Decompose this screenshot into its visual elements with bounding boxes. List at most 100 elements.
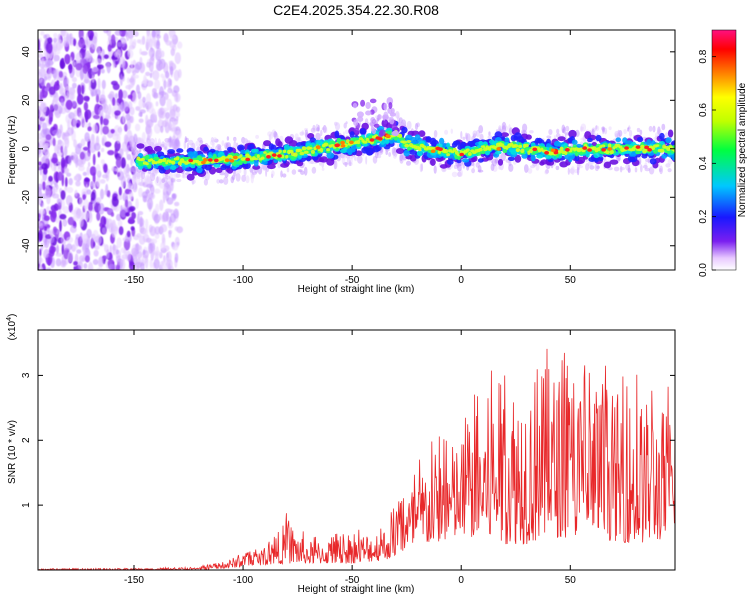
spectrogram-noise-mark <box>122 76 125 82</box>
spectrogram-noise-mark <box>126 230 131 238</box>
spectrogram-halo-mark <box>158 138 161 145</box>
spectrogram-noise-mark <box>92 153 96 166</box>
spectrogram-halo-mark <box>406 160 411 166</box>
spectrogram-noise-mark <box>169 79 173 86</box>
spectrogram-ridge-mark <box>233 152 240 157</box>
spectrogram-noise-mark <box>117 258 121 266</box>
spectrogram-noise-mark <box>133 133 138 144</box>
snr-y-tick-label: 2 <box>21 437 32 443</box>
spectrogram-noise-mark <box>49 104 54 111</box>
spectrogram-halo-mark <box>233 141 237 150</box>
spectrogram-noise-mark <box>87 40 94 48</box>
spectrogram-noise-mark <box>150 238 158 244</box>
spectrogram-ridge-mark <box>184 167 193 172</box>
spectrogram-noise-mark <box>82 194 86 201</box>
spectrogram-peak-mark <box>340 144 346 148</box>
spectrogram-halo-mark <box>156 176 159 184</box>
spectrogram-noise-mark <box>142 96 146 103</box>
spectrogram-halo-mark <box>243 167 247 177</box>
spectrogram-noise-mark <box>75 62 83 71</box>
spectrogram-noise-mark <box>74 176 79 181</box>
spectrogram-noise-mark <box>111 106 116 118</box>
spectrogram-halo-mark <box>344 129 349 135</box>
spectrogram-ridge-mark <box>568 129 577 139</box>
spectrogram-noise-mark <box>128 101 133 110</box>
spectrogram-noise-mark <box>38 199 41 206</box>
spectrogram-ridge-mark <box>446 142 451 149</box>
snr-x-tick-label: -150 <box>124 575 144 586</box>
spectrogram-noise-mark <box>65 195 73 206</box>
spectrogram-halo-mark <box>508 163 514 172</box>
spectrogram-noise-mark <box>82 250 86 261</box>
spectrogram-noise-mark <box>53 162 57 173</box>
spectrogram-ridge-mark <box>196 155 203 161</box>
spectrogram-y-tick-label: -20 <box>21 190 32 205</box>
spectrogram-noise-mark <box>155 246 159 257</box>
spectrogram-noise-mark <box>159 199 164 211</box>
spectrogram-noise-mark <box>88 209 92 219</box>
spectrogram-noise-mark <box>160 224 168 233</box>
spectrogram-noise-mark <box>82 199 89 210</box>
spectrogram-noise-mark <box>93 142 101 151</box>
snr-x-label: Height of straight line (km) <box>298 584 415 595</box>
spectrogram-ridge-mark <box>346 139 350 144</box>
spectrogram-ridge-mark <box>358 137 363 141</box>
spectrogram-ridge-mark <box>267 164 276 170</box>
spectrogram-plume-mark <box>391 131 399 136</box>
spectrogram-ridge-mark <box>452 147 457 152</box>
spectrogram-noise-mark <box>137 244 142 250</box>
spectrogram-x-tick-label: -100 <box>233 275 253 286</box>
spectrogram-noise-mark <box>48 109 54 121</box>
spectrogram-ridge-mark <box>386 130 393 135</box>
spectrogram-ridge-mark <box>240 149 247 154</box>
spectrogram-ridge-mark <box>446 158 454 165</box>
spectrogram-noise-mark <box>59 59 65 69</box>
spectrogram-ridge-mark <box>661 154 667 159</box>
spectrogram-halo-mark <box>226 136 230 141</box>
spectrogram-ridge-mark <box>263 151 267 154</box>
spectrogram-ridge-mark <box>171 160 176 165</box>
spectrogram-noise-mark <box>174 201 180 207</box>
spectrogram-ridge-mark <box>323 142 329 147</box>
spectrogram-noise-mark <box>85 52 93 63</box>
spectrogram-noise-mark <box>122 237 130 242</box>
spectrogram-noise-mark <box>129 37 134 49</box>
spectrogram-halo-mark <box>585 163 590 171</box>
spectrogram-noise-mark <box>74 239 78 251</box>
spectrogram-noise-mark <box>41 163 48 170</box>
spectrogram-noise-mark <box>68 33 72 46</box>
spectrogram-ridge-mark <box>260 156 265 160</box>
snr-scale-prefix: (x10 <box>7 320 18 340</box>
spectrogram-noise-mark <box>144 228 149 235</box>
spectrogram-noise-mark <box>135 106 141 111</box>
spectrogram-ridge-mark <box>603 161 612 169</box>
spectrogram-halo-mark <box>286 167 290 173</box>
spectrogram-noise-mark <box>148 61 154 72</box>
spectrogram-noise-mark <box>108 263 116 270</box>
spectrogram-noise-mark <box>73 266 77 270</box>
spectrogram-noise-mark <box>51 79 55 86</box>
spectrogram-noise-mark <box>61 87 66 96</box>
spectrogram-noise-mark <box>154 188 161 194</box>
spectrogram-plume-mark <box>353 119 359 126</box>
spectrogram-noise-mark <box>48 117 52 125</box>
spectrogram-noise-mark <box>145 237 152 243</box>
spectrogram-noise-mark <box>170 47 176 57</box>
colorbar-tick-label: 0.0 <box>698 263 709 277</box>
spectrogram-noise-mark <box>115 249 120 255</box>
spectrogram-noise-mark <box>84 178 90 182</box>
spectrogram-noise-mark <box>53 70 57 81</box>
spectrogram-ridge-mark <box>301 146 307 151</box>
spectrogram-ridge-mark <box>515 148 521 153</box>
spectrogram-ridge-mark <box>149 158 153 162</box>
spectrogram-halo-mark <box>397 112 400 119</box>
spectrogram-peak-mark <box>607 147 613 151</box>
spectrogram-halo-mark <box>164 138 170 143</box>
spectrogram-ridge-mark <box>365 147 374 156</box>
spectrogram-noise-mark <box>100 159 105 165</box>
spectrogram-noise-mark <box>81 84 85 95</box>
spectrogram-plume-mark <box>387 107 393 114</box>
spectrogram-halo-mark <box>565 125 570 132</box>
spectrogram-noise-mark <box>73 261 78 266</box>
spectrogram-ridge-mark <box>170 165 177 171</box>
